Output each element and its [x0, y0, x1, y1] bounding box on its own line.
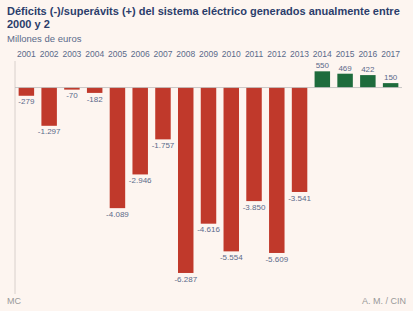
- bar: [132, 88, 147, 175]
- bar: [383, 83, 398, 87]
- bar: [155, 88, 170, 140]
- category-label: 2008: [176, 49, 195, 59]
- category-label: 2011: [245, 49, 264, 59]
- category-label: 2012: [267, 49, 286, 59]
- category-label: 2017: [381, 49, 400, 59]
- source-left: MC: [7, 296, 21, 307]
- category-label: 2010: [222, 49, 241, 59]
- zero-line: [15, 87, 402, 88]
- bar: [110, 88, 125, 209]
- category-label: 2001: [17, 49, 36, 59]
- bar: [360, 75, 375, 87]
- data-label: 469: [338, 64, 352, 73]
- category-label: 2007: [154, 49, 173, 59]
- data-label: -1.757: [152, 141, 175, 150]
- data-label: -5.554: [220, 253, 243, 262]
- data-label: 550: [316, 61, 330, 70]
- category-label: 2009: [199, 49, 218, 59]
- data-label: -4.616: [197, 225, 220, 234]
- data-label: -5.609: [265, 255, 288, 264]
- data-label: -6.287: [174, 275, 197, 284]
- category-label: 2006: [131, 49, 150, 59]
- category-label: 2015: [336, 49, 355, 59]
- category-label: 2005: [108, 49, 127, 59]
- data-label: 422: [361, 65, 375, 74]
- data-label: -279: [18, 97, 35, 106]
- bar: [178, 88, 193, 273]
- bars: [19, 71, 399, 273]
- data-label: -2.946: [129, 176, 152, 185]
- chart-svg: -279 -1.297 -70 -182 -4.089 -2.946 -1.757 -6.28…: [7, 45, 406, 296]
- value-axis-range: [15, 61, 16, 294]
- category-label: 2003: [62, 49, 81, 59]
- bar: [19, 88, 34, 96]
- category-label: 2002: [40, 49, 59, 59]
- data-label: -1.297: [38, 127, 61, 136]
- data-label: -3.850: [243, 203, 266, 212]
- bar: [315, 71, 330, 87]
- bar: [41, 88, 56, 126]
- bar: [269, 88, 284, 253]
- title: Déficits (-)/superávits (+) del sistema …: [7, 5, 406, 31]
- category-label: 2016: [358, 49, 377, 59]
- bar: [246, 88, 261, 202]
- category-label: 2013: [290, 49, 309, 59]
- bar: [224, 88, 239, 252]
- bar: [201, 88, 216, 224]
- labels: -279 -1.297 -70 -182 -4.089 -2.946 -1.757 -6.28…: [18, 61, 397, 283]
- data-label: -70: [66, 91, 78, 100]
- category-label: 2014: [313, 49, 332, 59]
- chart-container: Déficits (-)/superávits (+) del sistema …: [0, 0, 413, 311]
- footer: MC A. M. / CIN: [7, 296, 406, 307]
- data-label: 150: [384, 73, 398, 82]
- data-label: -182: [87, 95, 104, 104]
- category-label: 2004: [85, 49, 104, 59]
- data-label: -3.541: [288, 194, 311, 203]
- data-label: -4.089: [106, 210, 129, 219]
- bar: [87, 88, 102, 93]
- subtitle: Millones de euros: [7, 33, 406, 45]
- source-right: A. M. / CIN: [362, 296, 406, 307]
- bar: [292, 88, 307, 192]
- bar: [337, 74, 352, 88]
